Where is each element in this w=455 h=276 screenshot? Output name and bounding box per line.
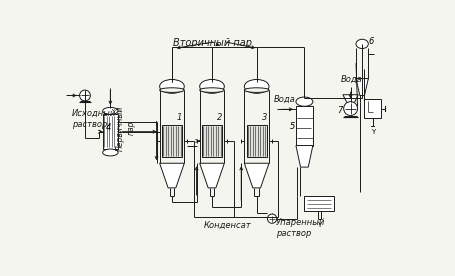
Ellipse shape	[103, 149, 118, 156]
Ellipse shape	[244, 88, 269, 92]
Text: 7: 7	[337, 106, 343, 115]
Ellipse shape	[103, 107, 118, 114]
Text: Вода: Вода	[341, 75, 363, 84]
Text: Исходный
раствор: Исходный раствор	[72, 109, 116, 129]
Text: 6: 6	[369, 37, 374, 46]
Bar	[103, 114, 118, 149]
Ellipse shape	[296, 97, 313, 106]
Ellipse shape	[160, 88, 184, 92]
Text: Конденсат: Конденсат	[203, 221, 251, 230]
Bar	[304, 196, 334, 211]
Text: 4: 4	[106, 123, 111, 132]
Text: 2: 2	[217, 113, 222, 121]
Circle shape	[268, 214, 277, 223]
Ellipse shape	[356, 39, 369, 49]
Polygon shape	[296, 145, 313, 167]
Polygon shape	[356, 79, 369, 95]
Ellipse shape	[160, 79, 184, 93]
Text: Вторичный пар: Вторичный пар	[172, 38, 252, 48]
Text: Y: Y	[371, 129, 375, 135]
Text: Y: Y	[317, 222, 321, 228]
Text: 5: 5	[290, 122, 296, 131]
Polygon shape	[200, 163, 224, 188]
Polygon shape	[160, 163, 184, 188]
Bar	[247, 125, 267, 157]
Polygon shape	[343, 95, 359, 102]
Text: 3: 3	[262, 113, 267, 121]
Ellipse shape	[200, 88, 224, 92]
Ellipse shape	[200, 79, 224, 93]
Bar	[364, 99, 381, 118]
Circle shape	[80, 90, 91, 101]
Bar	[162, 125, 182, 157]
Text: Упаренный
раствор: Упаренный раствор	[276, 218, 325, 238]
Bar	[296, 105, 313, 145]
Text: 1: 1	[177, 113, 182, 121]
Ellipse shape	[244, 79, 269, 93]
Polygon shape	[244, 163, 269, 188]
Circle shape	[344, 102, 358, 116]
Bar	[202, 125, 222, 157]
Text: Первичный
пар: Первичный пар	[116, 105, 136, 150]
Text: Вода: Вода	[273, 95, 295, 104]
